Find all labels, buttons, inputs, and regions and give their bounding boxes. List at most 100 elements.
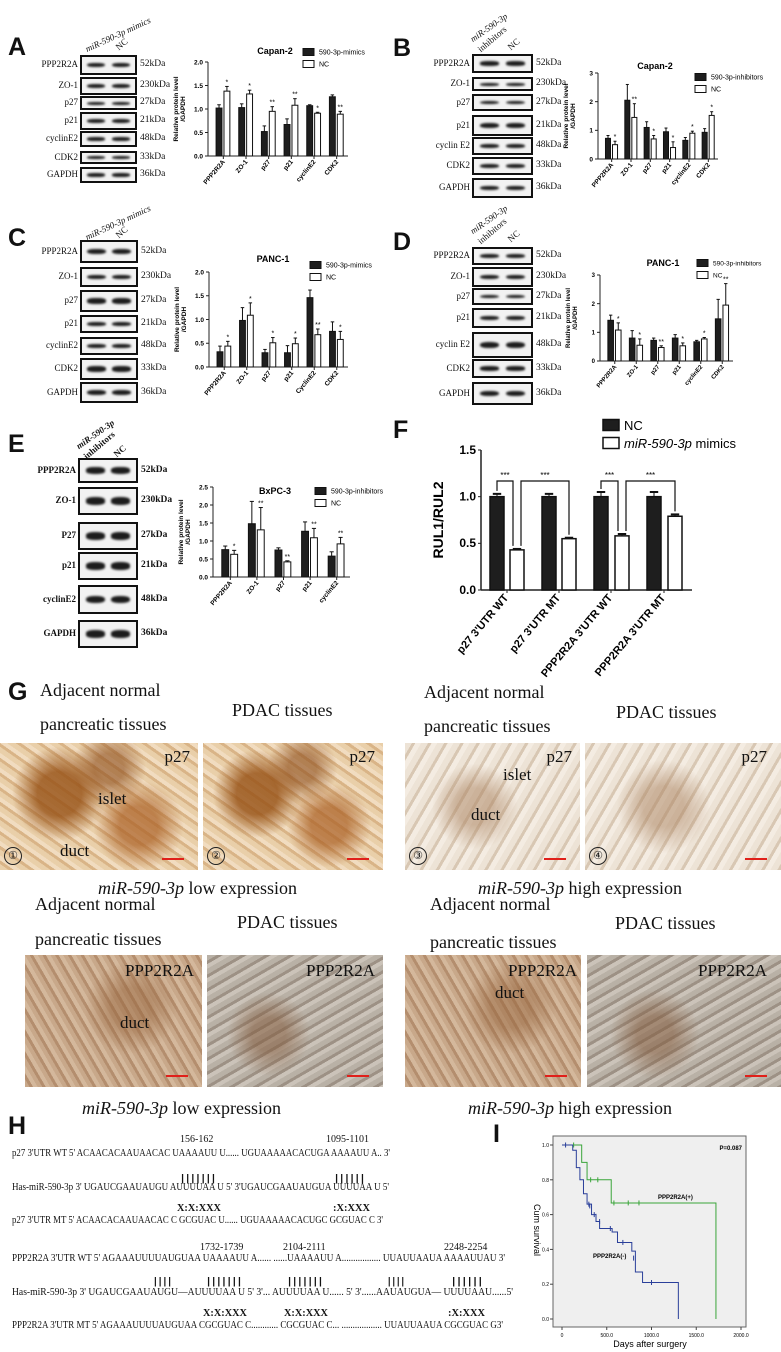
y-axis-label: /GAPDH [181, 307, 188, 333]
scale-bar [545, 1075, 567, 1077]
significance-mark: ** [258, 501, 264, 508]
marker-label: PPP2R2A [698, 961, 767, 980]
blot-row-cdk2 [472, 157, 533, 175]
g-header-adjacent: Adjacent normal [35, 894, 156, 914]
significance-mark: * [703, 330, 706, 337]
legend-label-suffix: mimics [692, 436, 737, 451]
y-tick-label: 1.5 [459, 443, 476, 457]
y-tick-label: 0 [592, 359, 596, 365]
plot-area [552, 1135, 747, 1328]
blot-protein-label: CDK2 [54, 363, 78, 373]
y-axis-label: /GAPDH [573, 306, 579, 329]
caption-mirna: miR-590-3p [478, 878, 564, 898]
mirna-sequence: Has-miR-590-3p 3' UGAUCGAAUAUGU AUUUUAA … [12, 1182, 389, 1193]
y-axis-label: Relative protein level [563, 83, 570, 148]
blot-kda-label: 33kDa [141, 363, 167, 373]
caption-high-expression: miR-590-3p high expression [468, 1098, 672, 1119]
blot-kda-label: 21kDa [141, 560, 168, 570]
mutation-cross-marks: X:X:XXX [203, 1308, 248, 1319]
panel-label-e: E [8, 430, 25, 458]
scale-bar [544, 858, 566, 860]
legend-swatch [302, 60, 315, 68]
panel-label-d: D [393, 228, 412, 256]
protein-band [87, 248, 106, 255]
protein-band [505, 274, 526, 280]
blot-protein-label: p21 [456, 119, 471, 130]
blot-protein-label: cyclinE2 [46, 340, 78, 350]
g-header-pdac: PDAC tissues [232, 700, 333, 720]
significance-bracket [520, 480, 570, 546]
blot-row-cdk2 [80, 151, 137, 164]
y-axis-label: Relative protein level [173, 76, 180, 141]
scale-bar [745, 1075, 767, 1077]
significance-mark: ** [723, 277, 729, 284]
g-header-adjacent: Adjacent normal [430, 894, 551, 914]
blot-kda-label: 36kDa [536, 182, 562, 192]
protein-band [479, 185, 500, 191]
blot-protein-label: p27 [64, 295, 79, 305]
legend-swatch [302, 48, 315, 56]
blot-protein-label: GAPDH [438, 387, 470, 398]
blot-row-p27 [80, 96, 137, 110]
protein-band [479, 294, 500, 299]
ihc-image-ppp2r2a-pdac-high: PPP2R2A [587, 955, 781, 1087]
protein-band [479, 390, 500, 397]
y-tick-label: 0.5 [194, 130, 203, 137]
caption-text: high expression [553, 1098, 672, 1118]
protein-band [479, 163, 500, 169]
legend-swatch [309, 273, 322, 281]
legend-swatch [314, 499, 327, 507]
significance-mark: *** [646, 471, 655, 480]
g-header-pdac: PDAC tissues [616, 702, 717, 722]
circled-number: ③ [409, 847, 427, 865]
panel-label-g: G [8, 678, 28, 706]
legend-label: 590-3p-inhibitors [713, 261, 762, 268]
protein-band [479, 100, 500, 105]
significance-mark: * [271, 331, 274, 338]
blot-protein-label: GAPDH [43, 628, 77, 638]
blot-row-zo-1 [80, 267, 138, 287]
protein-band [87, 118, 106, 124]
legend-swatch [696, 259, 709, 267]
legend-swatch [694, 73, 707, 81]
x-axis-label: Days after surgery [613, 1339, 687, 1349]
legend-label: NC [326, 275, 336, 282]
significance-mark: * [316, 105, 319, 112]
blot-row-cdk2 [472, 359, 533, 378]
significance-mark: ** [659, 339, 665, 346]
significance-mark: * [681, 336, 684, 343]
blot-kda-label: 21kDa [141, 318, 167, 328]
protein-band [112, 298, 131, 304]
mirna-sequence: Has-miR-590-3p 3' UGAUCGAAUAUGU—AUUUUAA … [12, 1287, 513, 1298]
protein-band [111, 173, 130, 177]
legend-label: NC [331, 501, 341, 508]
panel-label-b: B [393, 34, 412, 62]
protein-band [87, 62, 106, 68]
y-tick-label: 1.5 [194, 83, 203, 90]
base-pairing-lines: ||||||| [206, 1276, 242, 1287]
protein-band [112, 321, 131, 327]
legend-label: NC [711, 87, 721, 94]
protein-band [505, 61, 526, 66]
caption-text: high expression [563, 878, 682, 898]
site-label: 1095-1101 [326, 1134, 369, 1145]
blot-kda-label: 36kDa [141, 628, 168, 638]
protein-band [111, 532, 131, 540]
blot-row-zo-1 [80, 77, 137, 95]
protein-band [87, 83, 106, 89]
y-tick-label: 1.0 [542, 1143, 549, 1149]
significance-mark: * [638, 332, 641, 339]
y-tick-label: 2 [589, 99, 593, 106]
significance-mark: * [614, 134, 617, 141]
significance-mark: *** [605, 471, 614, 480]
protein-band [87, 321, 106, 327]
y-tick-label: 0.0 [194, 153, 203, 160]
significance-mark: * [226, 334, 229, 341]
y-tick-label: 0.0 [195, 364, 204, 371]
legend-label: miR-590-3p mimics [624, 436, 736, 451]
protein-band [111, 467, 131, 474]
significance-mark: * [233, 543, 236, 550]
blot-kda-label: 27kDa [141, 295, 167, 305]
circled-number: ④ [589, 847, 607, 865]
